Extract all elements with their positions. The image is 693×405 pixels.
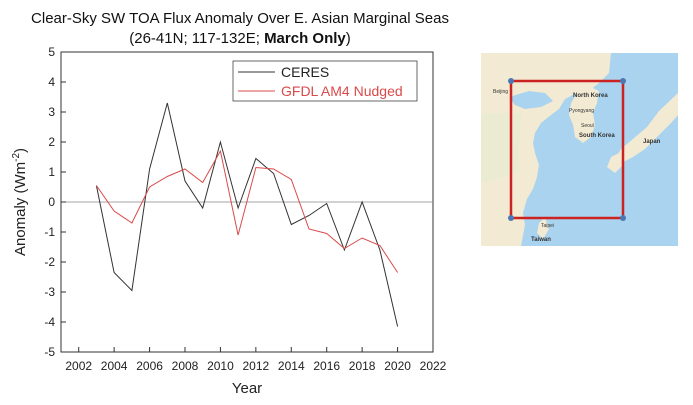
bohai-coast <box>509 91 553 109</box>
y-tick-label: -5 <box>44 345 55 359</box>
subtitle-prefix: (26-41N; 117-132E; <box>129 30 265 47</box>
x-tick-label: 2020 <box>384 359 411 373</box>
box-corner-sw <box>508 215 514 221</box>
chart-subtitle: (26-41N; 117-132E; March Only) <box>0 30 480 47</box>
x-tick-label: 2012 <box>243 359 270 373</box>
chart-title: Clear-Sky SW TOA Flux Anomaly Over E. As… <box>31 10 449 27</box>
legend: CERES GFDL AM4 Nudged <box>232 60 418 102</box>
box-corner-nw <box>508 78 514 84</box>
line-chart: 5 4 3 2 1 0 -1 -2 -3 -4 -5 2002 2004 2006 2008 2010 2012… <box>11 45 447 397</box>
y-label-main: Anomaly (Wm <box>12 162 29 256</box>
x-axis-label: Year <box>232 380 262 397</box>
x-tick-label: 2006 <box>136 359 163 373</box>
subtitle-suffix: ) <box>345 30 351 47</box>
y-tick-label: -4 <box>44 315 55 329</box>
legend-label-ceres: CERES <box>281 64 329 80</box>
box-corner-se <box>620 215 626 221</box>
series-line-ceres <box>95 102 399 327</box>
y-label-close: ) <box>12 148 29 153</box>
y-label-sup: -2 <box>11 153 22 162</box>
map-label-north-korea: North Korea <box>573 93 608 99</box>
region-map: North Korea South Korea Seoul Pyongyang … <box>481 53 678 246</box>
y-tick-label: 4 <box>48 75 55 89</box>
y-tick-label: -3 <box>44 285 55 299</box>
map-label-taiwan: Taiwan <box>531 237 551 243</box>
y-tick-label: 3 <box>48 105 55 119</box>
y-tick-label: 2 <box>48 135 55 149</box>
land-tint <box>481 113 521 183</box>
taiwan-island <box>537 217 549 239</box>
series-layer <box>95 102 399 327</box>
map-label-japan: Japan <box>643 139 661 145</box>
y-tick-label: -1 <box>44 225 55 239</box>
region-box <box>509 79 625 220</box>
japan-landmass <box>615 93 678 163</box>
x-tick-label: 2008 <box>172 359 199 373</box>
map-label-south-korea: South Korea <box>579 133 615 139</box>
x-tick-label: 2018 <box>349 359 376 373</box>
x-tick-label: 2010 <box>207 359 234 373</box>
x-tick-label: 2022 <box>420 359 447 373</box>
map-label-seoul: Seoul <box>581 123 594 129</box>
x-tick-label: 2016 <box>313 359 340 373</box>
y-tick-label: 0 <box>48 195 55 209</box>
map-label-beijing: Beijing <box>493 89 509 95</box>
x-tick-label: 2014 <box>278 359 305 373</box>
y-axis-label: Anomaly (Wm-2) <box>11 148 29 256</box>
legend-label-gfdl: GFDL AM4 Nudged <box>281 83 403 99</box>
box-corner-ne <box>620 78 626 84</box>
legend-box <box>232 60 418 102</box>
tick-group: 5 4 3 2 1 0 -1 -2 -3 -4 -5 2002 2004 2006 2008 2010 2012… <box>44 45 446 373</box>
x-tick-label: 2002 <box>65 359 92 373</box>
y-tick-label: 5 <box>48 45 55 59</box>
series-line-gfdl <box>95 149 399 273</box>
y-tick-label: 1 <box>48 165 55 179</box>
x-tick-label: 2004 <box>101 359 128 373</box>
map-label-pyongyang: Pyongyang <box>569 108 595 114</box>
map-label-taipei: Taipei <box>541 223 555 229</box>
kyushu <box>607 153 623 173</box>
y-tick-label: -2 <box>44 255 55 269</box>
map-graphic <box>481 53 678 246</box>
subtitle-bold: March Only <box>264 30 346 47</box>
korean-peninsula <box>569 87 599 143</box>
